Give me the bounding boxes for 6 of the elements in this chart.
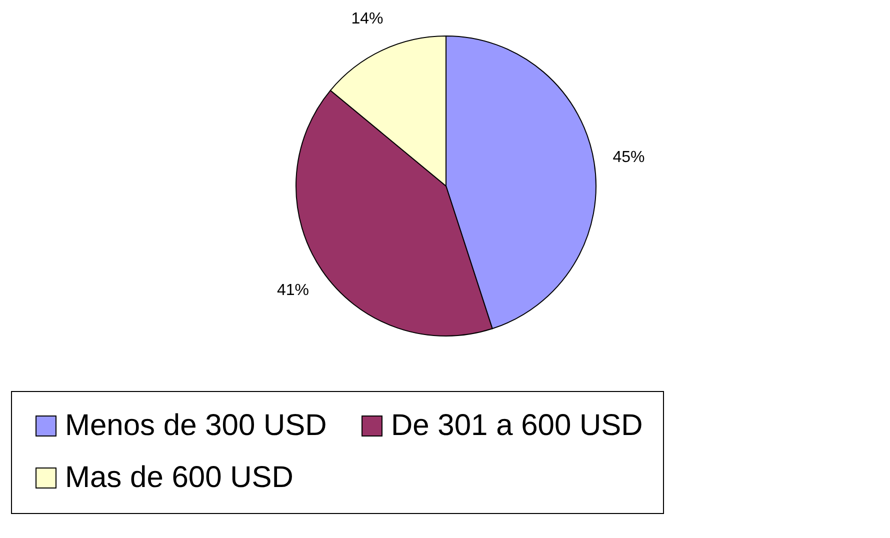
legend-label: Menos de 300 USD <box>65 409 327 442</box>
legend-label: Mas de 600 USD <box>65 461 294 494</box>
data-label: 14% <box>351 10 384 28</box>
legend-label: De 301 a 600 USD <box>391 409 643 442</box>
data-label: 41% <box>276 282 310 299</box>
data-label: 45% <box>612 149 645 166</box>
